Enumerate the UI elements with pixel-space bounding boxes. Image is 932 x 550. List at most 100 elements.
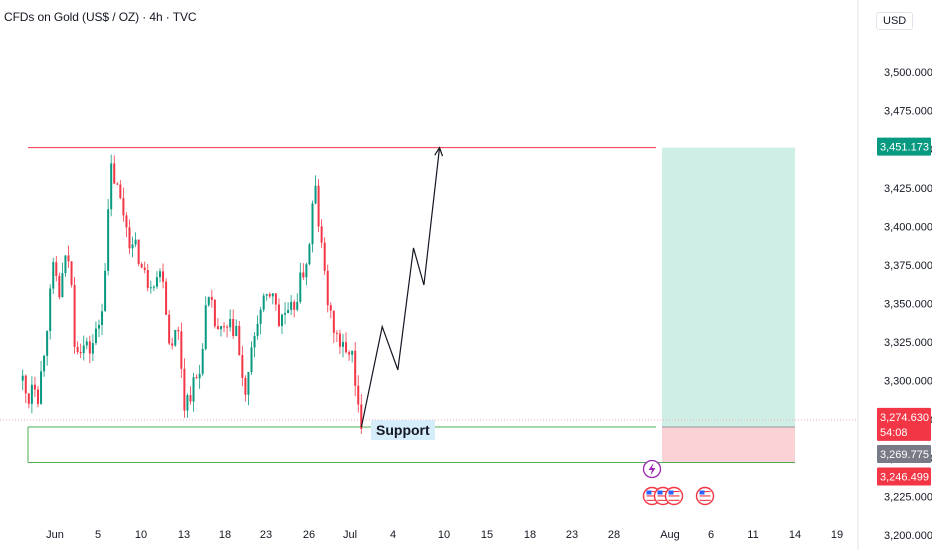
candle <box>70 261 73 285</box>
candle <box>195 377 198 379</box>
candle <box>354 350 357 386</box>
x-tick-label: 11 <box>747 529 758 541</box>
candle <box>274 293 277 305</box>
y-tick-label: 3,300.000 <box>884 376 932 388</box>
candle <box>238 325 241 356</box>
candle <box>360 404 363 429</box>
candle <box>149 287 152 289</box>
candle <box>247 372 250 395</box>
projection-arrowhead <box>434 146 444 157</box>
candle <box>146 270 149 288</box>
candle <box>317 185 320 227</box>
y-tick-label: 3,475.000 <box>884 106 932 118</box>
candle <box>64 255 67 274</box>
candle <box>165 281 168 315</box>
candle <box>52 262 55 289</box>
x-tick-label: 28 <box>608 529 620 541</box>
candle <box>177 330 180 332</box>
candle <box>116 183 119 185</box>
countdown-badge-bg <box>877 422 931 441</box>
candle <box>30 384 33 404</box>
candle <box>186 395 189 411</box>
x-tick-label: Jun <box>46 529 64 541</box>
candle <box>113 163 116 184</box>
candle <box>296 301 299 310</box>
candle <box>158 271 161 278</box>
target-price-badge: 3,451.173 <box>880 142 929 154</box>
candle <box>216 326 219 330</box>
candle <box>226 326 229 328</box>
current-price-badge-bg <box>877 407 931 426</box>
entry-price-badge-bg <box>877 444 931 463</box>
candle <box>207 297 210 306</box>
candle <box>219 326 222 330</box>
candle <box>262 295 265 310</box>
candle <box>73 284 76 347</box>
candle <box>232 319 235 336</box>
y-tick-label: 3,200.000 <box>884 530 932 542</box>
candle <box>162 271 165 282</box>
candle <box>338 333 341 347</box>
x-tick-label: 14 <box>789 529 801 541</box>
entry-price-badge: 3,269.775 <box>880 449 929 461</box>
y-tick-label: 3,500.000 <box>884 67 932 79</box>
candle <box>134 239 137 245</box>
candle <box>67 255 70 262</box>
candle <box>27 393 30 404</box>
x-tick-label: 6 <box>708 529 714 541</box>
candle <box>55 262 58 276</box>
x-tick-label: 5 <box>95 529 101 541</box>
stop-price-badge: 3,246.499 <box>880 471 929 483</box>
candle <box>290 301 293 310</box>
candle <box>314 185 317 204</box>
candle <box>259 309 262 324</box>
candle <box>88 341 91 354</box>
candle <box>210 297 213 300</box>
candle <box>311 203 314 245</box>
candle <box>128 227 131 249</box>
candle <box>235 325 238 336</box>
candle <box>305 264 308 278</box>
x-tick-label: 13 <box>178 529 190 541</box>
candle <box>329 305 332 311</box>
candle <box>293 301 296 310</box>
lightning-icon <box>642 459 662 479</box>
candle <box>155 277 158 287</box>
candle <box>125 215 128 228</box>
y-tick-label: 3,325.000 <box>884 337 932 349</box>
candle <box>79 351 82 354</box>
y-tick-label: 3,375.000 <box>884 260 932 272</box>
candle <box>131 244 134 249</box>
candle <box>335 332 338 334</box>
candle <box>299 272 302 302</box>
candle <box>171 343 174 346</box>
candle <box>320 226 323 243</box>
x-tick-label: 23 <box>566 529 578 541</box>
target-price-badge-bg <box>877 137 931 156</box>
candle <box>280 314 283 327</box>
candle <box>40 371 43 404</box>
candle <box>91 343 94 354</box>
candle <box>332 310 335 333</box>
candle <box>94 328 97 344</box>
candle <box>357 385 360 405</box>
y-tick-label: 3,425.000 <box>884 183 932 195</box>
candle <box>76 346 79 352</box>
y-tick-label: 3,225.000 <box>884 491 932 503</box>
candle <box>308 244 311 265</box>
currency-label[interactable]: USD <box>876 12 914 30</box>
candle <box>253 335 256 348</box>
candle <box>180 331 183 369</box>
candle <box>192 377 195 402</box>
candle <box>323 242 326 271</box>
candle <box>271 293 274 297</box>
candle <box>348 352 351 355</box>
x-tick-label: 10 <box>135 529 147 541</box>
candle <box>341 342 344 347</box>
candle <box>119 184 122 199</box>
candle <box>107 209 110 271</box>
us-flag-icon <box>664 486 684 506</box>
candle <box>174 330 177 346</box>
